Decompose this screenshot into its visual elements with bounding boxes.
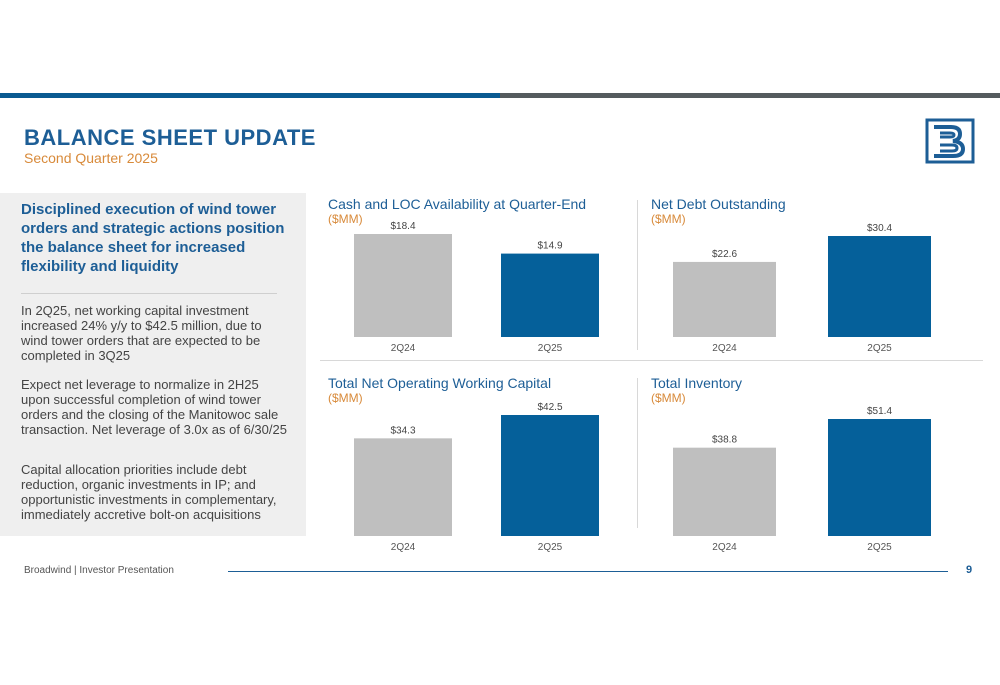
- chart-unit: ($MM): [651, 212, 686, 226]
- footer-rule: [228, 571, 948, 572]
- bar-2q25: [828, 419, 931, 536]
- bar-2q25: [828, 236, 931, 337]
- chart-cash-loc: Cash and LOC Availability at Quarter-End…: [328, 196, 628, 356]
- category-label-2q24: 2Q24: [391, 542, 416, 553]
- chart-plot: $22.6 2Q24 $30.4 2Q25: [673, 223, 931, 354]
- data-label-2q25: $42.5: [537, 402, 562, 413]
- chart-plot: $34.3 2Q24 $42.5 2Q25: [354, 402, 599, 553]
- chart-unit: ($MM): [651, 391, 686, 405]
- bar-2q25: [501, 415, 599, 536]
- top-accent-bar-blue: [0, 93, 500, 98]
- data-label-2q24: $18.4: [390, 221, 415, 232]
- bar-2q24: [673, 447, 776, 536]
- category-label-2q25: 2Q25: [867, 542, 892, 553]
- bar-2q24: [354, 234, 452, 337]
- data-label-2q24: $38.8: [712, 435, 737, 446]
- page-subtitle: Second Quarter 2025: [24, 150, 158, 166]
- data-label-2q25: $51.4: [867, 406, 892, 417]
- summary-divider: [21, 293, 277, 294]
- data-label-2q25: $30.4: [867, 223, 892, 234]
- category-label-2q24: 2Q24: [712, 542, 737, 553]
- chart-divider-vertical-bottom: [637, 378, 638, 528]
- chart-title: Cash and LOC Availability at Quarter-End: [328, 196, 587, 212]
- chart-unit: ($MM): [328, 391, 363, 405]
- bar-2q25: [501, 253, 599, 337]
- broadwind-logo-icon: [925, 118, 975, 164]
- category-label-2q24: 2Q24: [391, 343, 416, 354]
- top-accent-bar-gray: [500, 93, 1000, 98]
- bar-2q24: [673, 261, 776, 337]
- summary-panel: [0, 193, 306, 536]
- summary-paragraph-1: In 2Q25, net working capital investment …: [21, 303, 262, 363]
- data-label-2q24: $34.3: [390, 425, 415, 436]
- page-number: 9: [966, 564, 973, 576]
- chart-unit: ($MM): [328, 212, 363, 226]
- bar-2q24: [354, 438, 452, 536]
- category-label-2q24: 2Q24: [712, 343, 737, 354]
- data-label-2q25: $14.9: [537, 241, 562, 252]
- summary-paragraph-3: Capital allocation priorities include de…: [21, 462, 277, 522]
- chart-working-capital: Total Net Operating Working Capital ($MM…: [328, 375, 628, 555]
- category-label-2q25: 2Q25: [538, 542, 563, 553]
- chart-title: Net Debt Outstanding: [651, 196, 786, 212]
- chart-plot: $38.8 2Q24 $51.4 2Q25: [673, 406, 931, 553]
- summary-headline: Disciplined execution of wind tower orde…: [21, 201, 285, 275]
- chart-divider-horizontal: [320, 360, 983, 361]
- chart-total-inventory: Total Inventory ($MM) $38.8 2Q24 $51.4 2Q25: [651, 375, 951, 555]
- page-title: BALANCE SHEET UPDATE: [24, 125, 316, 150]
- chart-title: Total Net Operating Working Capital: [328, 375, 552, 391]
- chart-plot: $18.4 2Q24 $14.9 2Q25: [354, 221, 599, 354]
- chart-title: Total Inventory: [651, 375, 743, 391]
- chart-net-debt: Net Debt Outstanding ($MM) $22.6 2Q24 $30.…: [651, 196, 951, 356]
- footer-label: Broadwind | Investor Presentation: [24, 565, 174, 576]
- category-label-2q25: 2Q25: [538, 343, 563, 354]
- category-label-2q25: 2Q25: [867, 343, 892, 354]
- summary-paragraph-2: Expect net leverage to normalize in 2H25…: [21, 377, 287, 437]
- chart-divider-vertical-top: [637, 200, 638, 350]
- data-label-2q24: $22.6: [712, 249, 737, 260]
